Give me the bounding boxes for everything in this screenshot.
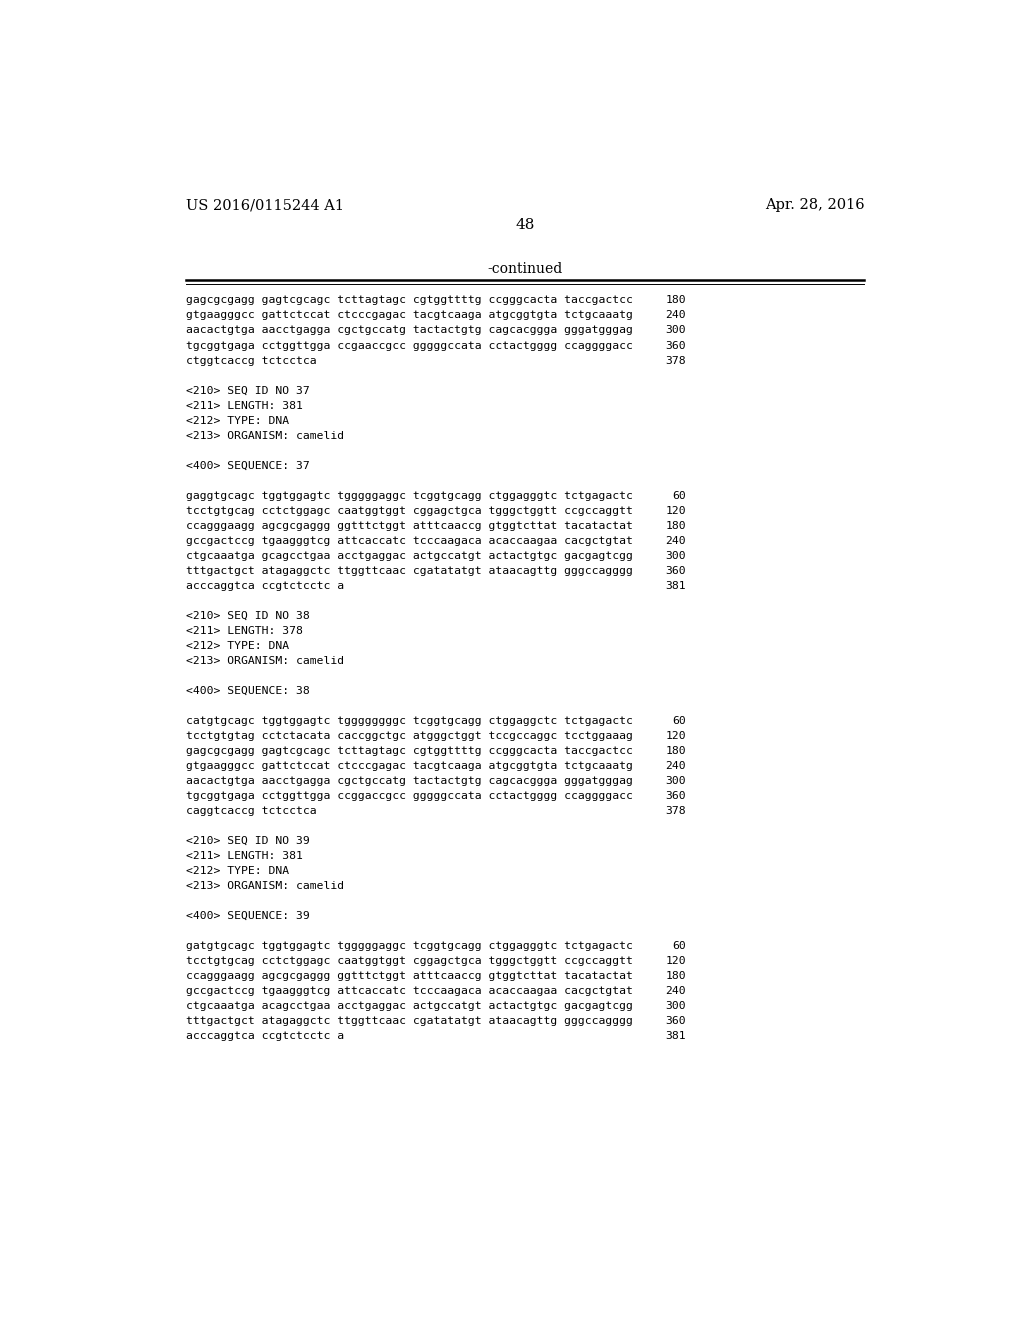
Text: tttgactgct atagaggctc ttggttcaac cgatatatgt ataacagttg gggccagggg: tttgactgct atagaggctc ttggttcaac cgatata…: [186, 1016, 633, 1026]
Text: 378: 378: [666, 355, 686, 366]
Text: 300: 300: [666, 776, 686, 785]
Text: gtgaagggcc gattctccat ctcccgagac tacgtcaaga atgcggtgta tctgcaaatg: gtgaagggcc gattctccat ctcccgagac tacgtca…: [186, 310, 633, 321]
Text: tttgactgct atagaggctc ttggttcaac cgatatatgt ataacagttg gggccagggg: tttgactgct atagaggctc ttggttcaac cgatata…: [186, 566, 633, 576]
Text: 300: 300: [666, 1001, 686, 1011]
Text: 300: 300: [666, 550, 686, 561]
Text: 300: 300: [666, 326, 686, 335]
Text: <210> SEQ ID NO 37: <210> SEQ ID NO 37: [186, 385, 310, 396]
Text: 120: 120: [666, 956, 686, 966]
Text: <210> SEQ ID NO 39: <210> SEQ ID NO 39: [186, 836, 310, 846]
Text: tcctgtgcag cctctggagc caatggtggt cggagctgca tgggctggtt ccgccaggtt: tcctgtgcag cctctggagc caatggtggt cggagct…: [186, 506, 633, 516]
Text: acccaggtca ccgtctcctc a: acccaggtca ccgtctcctc a: [186, 1031, 344, 1041]
Text: tgcggtgaga cctggttgga ccggaccgcc gggggccata cctactgggg ccaggggacc: tgcggtgaga cctggttgga ccggaccgcc gggggcc…: [186, 791, 633, 801]
Text: gagcgcgagg gagtcgcagc tcttagtagc cgtggttttg ccgggcacta taccgactcc: gagcgcgagg gagtcgcagc tcttagtagc cgtggtt…: [186, 746, 633, 756]
Text: gtgaagggcc gattctccat ctcccgagac tacgtcaaga atgcggtgta tctgcaaatg: gtgaagggcc gattctccat ctcccgagac tacgtca…: [186, 760, 633, 771]
Text: <210> SEQ ID NO 38: <210> SEQ ID NO 38: [186, 611, 310, 620]
Text: caggtcaccg tctcctca: caggtcaccg tctcctca: [186, 807, 316, 816]
Text: -continued: -continued: [487, 263, 562, 276]
Text: gaggtgcagc tggtggagtc tgggggaggc tcggtgcagg ctggagggtc tctgagactc: gaggtgcagc tggtggagtc tgggggaggc tcggtgc…: [186, 491, 633, 500]
Text: gccgactccg tgaagggtcg attcaccatc tcccaagaca acaccaagaa cacgctgtat: gccgactccg tgaagggtcg attcaccatc tcccaag…: [186, 536, 633, 545]
Text: <400> SEQUENCE: 38: <400> SEQUENCE: 38: [186, 686, 310, 696]
Text: 60: 60: [672, 715, 686, 726]
Text: <213> ORGANISM: camelid: <213> ORGANISM: camelid: [186, 880, 344, 891]
Text: 360: 360: [666, 791, 686, 801]
Text: <211> LENGTH: 378: <211> LENGTH: 378: [186, 626, 303, 636]
Text: 360: 360: [666, 1016, 686, 1026]
Text: tcctgtgtag cctctacata caccggctgc atgggctggt tccgccaggc tcctggaaag: tcctgtgtag cctctacata caccggctgc atgggct…: [186, 731, 633, 741]
Text: 60: 60: [672, 491, 686, 500]
Text: 120: 120: [666, 731, 686, 741]
Text: ctggtcaccg tctcctca: ctggtcaccg tctcctca: [186, 355, 316, 366]
Text: <212> TYPE: DNA: <212> TYPE: DNA: [186, 866, 289, 876]
Text: ctgcaaatga gcagcctgaa acctgaggac actgccatgt actactgtgc gacgagtcgg: ctgcaaatga gcagcctgaa acctgaggac actgcca…: [186, 550, 633, 561]
Text: gatgtgcagc tggtggagtc tgggggaggc tcggtgcagg ctggagggtc tctgagactc: gatgtgcagc tggtggagtc tgggggaggc tcggtgc…: [186, 941, 633, 952]
Text: 180: 180: [666, 746, 686, 756]
Text: 360: 360: [666, 341, 686, 351]
Text: <211> LENGTH: 381: <211> LENGTH: 381: [186, 400, 303, 411]
Text: <213> ORGANISM: camelid: <213> ORGANISM: camelid: [186, 430, 344, 441]
Text: aacactgtga aacctgagga cgctgccatg tactactgtg cagcacggga gggatgggag: aacactgtga aacctgagga cgctgccatg tactact…: [186, 776, 633, 785]
Text: ccagggaagg agcgcgaggg ggtttctggt atttcaaccg gtggtcttat tacatactat: ccagggaagg agcgcgaggg ggtttctggt atttcaa…: [186, 520, 633, 531]
Text: 360: 360: [666, 566, 686, 576]
Text: <400> SEQUENCE: 39: <400> SEQUENCE: 39: [186, 911, 310, 921]
Text: ccagggaagg agcgcgaggg ggtttctggt atttcaaccg gtggtcttat tacatactat: ccagggaagg agcgcgaggg ggtttctggt atttcaa…: [186, 972, 633, 981]
Text: <400> SEQUENCE: 37: <400> SEQUENCE: 37: [186, 461, 310, 471]
Text: gccgactccg tgaagggtcg attcaccatc tcccaagaca acaccaagaa cacgctgtat: gccgactccg tgaagggtcg attcaccatc tcccaag…: [186, 986, 633, 997]
Text: gagcgcgagg gagtcgcagc tcttagtagc cgtggttttg ccgggcacta taccgactcc: gagcgcgagg gagtcgcagc tcttagtagc cgtggtt…: [186, 296, 633, 305]
Text: 240: 240: [666, 536, 686, 545]
Text: 381: 381: [666, 1031, 686, 1041]
Text: catgtgcagc tggtggagtc tggggggggc tcggtgcagg ctggaggctc tctgagactc: catgtgcagc tggtggagtc tggggggggc tcggtgc…: [186, 715, 633, 726]
Text: acccaggtca ccgtctcctc a: acccaggtca ccgtctcctc a: [186, 581, 344, 591]
Text: 180: 180: [666, 520, 686, 531]
Text: <211> LENGTH: 381: <211> LENGTH: 381: [186, 851, 303, 861]
Text: 240: 240: [666, 760, 686, 771]
Text: US 2016/0115244 A1: US 2016/0115244 A1: [186, 198, 344, 213]
Text: 120: 120: [666, 506, 686, 516]
Text: tgcggtgaga cctggttgga ccgaaccgcc gggggccata cctactgggg ccaggggacc: tgcggtgaga cctggttgga ccgaaccgcc gggggcc…: [186, 341, 633, 351]
Text: <213> ORGANISM: camelid: <213> ORGANISM: camelid: [186, 656, 344, 665]
Text: 180: 180: [666, 296, 686, 305]
Text: Apr. 28, 2016: Apr. 28, 2016: [765, 198, 864, 213]
Text: aacactgtga aacctgagga cgctgccatg tactactgtg cagcacggga gggatgggag: aacactgtga aacctgagga cgctgccatg tactact…: [186, 326, 633, 335]
Text: 378: 378: [666, 807, 686, 816]
Text: 48: 48: [515, 218, 535, 232]
Text: 240: 240: [666, 310, 686, 321]
Text: <212> TYPE: DNA: <212> TYPE: DNA: [186, 416, 289, 425]
Text: 60: 60: [672, 941, 686, 952]
Text: 240: 240: [666, 986, 686, 997]
Text: ctgcaaatga acagcctgaa acctgaggac actgccatgt actactgtgc gacgagtcgg: ctgcaaatga acagcctgaa acctgaggac actgcca…: [186, 1001, 633, 1011]
Text: <212> TYPE: DNA: <212> TYPE: DNA: [186, 640, 289, 651]
Text: tcctgtgcag cctctggagc caatggtggt cggagctgca tgggctggtt ccgccaggtt: tcctgtgcag cctctggagc caatggtggt cggagct…: [186, 956, 633, 966]
Text: 180: 180: [666, 972, 686, 981]
Text: 381: 381: [666, 581, 686, 591]
